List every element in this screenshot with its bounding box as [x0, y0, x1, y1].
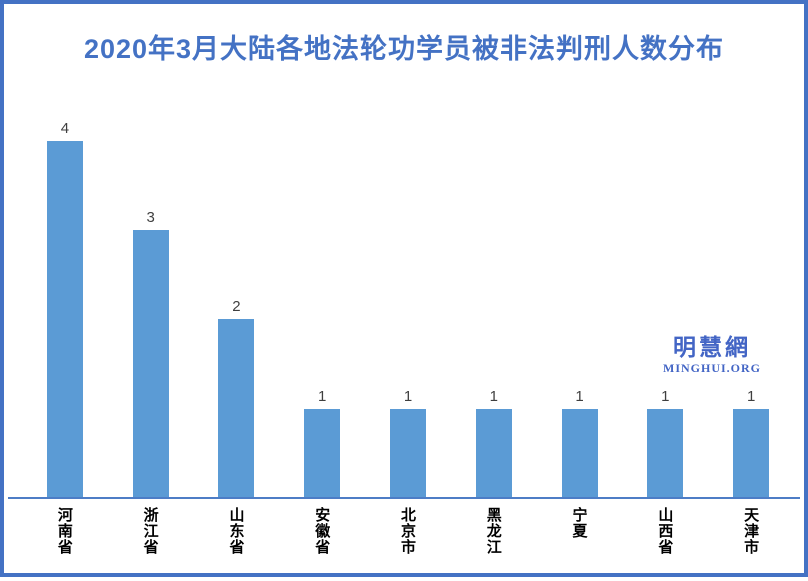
bar-value-label: 1	[489, 387, 498, 405]
minghui-watermark: 明慧網 MINGHUI.ORG	[654, 334, 770, 376]
category-label: 天津市	[742, 507, 760, 555]
chart-title: 2020年3月大陆各地法轮功学员被非法判刑人数分布	[83, 34, 725, 64]
bar	[561, 408, 598, 498]
bar	[475, 408, 512, 498]
bar-value-label: 2	[232, 298, 241, 316]
bar	[46, 140, 83, 498]
bar-value-label: 1	[318, 387, 327, 405]
bar	[733, 408, 770, 498]
category-label: 北京市	[399, 507, 416, 555]
category-label: 山西省	[656, 507, 674, 555]
category-label: 安徽省	[313, 507, 331, 555]
category-label: 宁夏	[570, 507, 588, 539]
bar-value-label: 1	[746, 387, 756, 405]
category-label: 浙江省	[141, 507, 159, 555]
bar-value-label: 1	[403, 387, 413, 405]
bar-value-label: 3	[146, 209, 155, 227]
x-axis-line	[8, 497, 800, 499]
bar	[218, 319, 255, 498]
bar	[647, 408, 684, 498]
bar	[132, 230, 169, 498]
bar-value-label: 1	[575, 387, 584, 405]
bar-value-label: 4	[60, 119, 70, 137]
category-label: 黑龙江	[484, 507, 502, 555]
bar	[390, 408, 426, 498]
bar	[304, 408, 341, 498]
category-label: 山东省	[227, 507, 245, 555]
watermark-en-text: MINGHUI.ORG	[663, 361, 761, 375]
bar-chart: 4 河南省 3 浙江省 2 山东省 1 安徽省 1 北京市 1 黑龙江 1 宁夏 1 山西省 1 天津市	[4, 4, 808, 581]
watermark-cn-text: 明慧網	[673, 334, 751, 361]
category-label: 河南省	[55, 507, 73, 555]
bar-value-label: 1	[661, 387, 670, 405]
